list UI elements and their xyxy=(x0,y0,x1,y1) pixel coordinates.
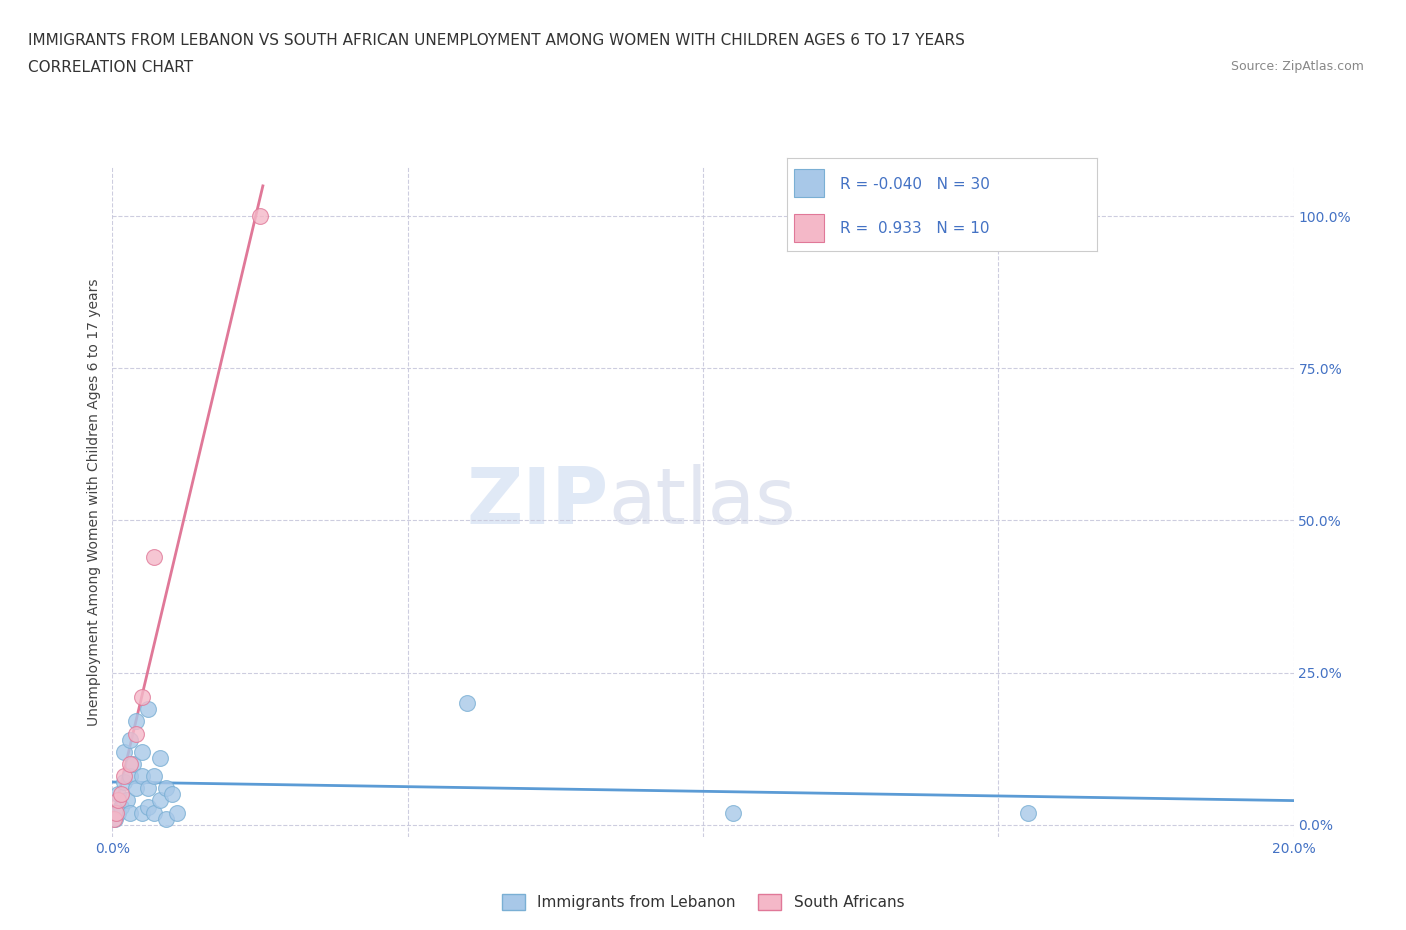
Text: atlas: atlas xyxy=(609,464,796,540)
Point xyxy=(110,799,132,814)
Point xyxy=(131,689,153,704)
Point xyxy=(120,756,142,771)
Point xyxy=(155,811,177,826)
Point xyxy=(104,811,127,826)
Point xyxy=(125,781,148,796)
Point xyxy=(125,726,148,741)
Point xyxy=(107,805,129,820)
Point xyxy=(117,793,138,808)
Point xyxy=(112,744,135,759)
Point xyxy=(142,550,165,565)
Point xyxy=(107,787,129,802)
Point xyxy=(107,793,129,808)
Legend: Immigrants from Lebanon, South Africans: Immigrants from Lebanon, South Africans xyxy=(496,888,910,916)
Point xyxy=(1017,805,1039,820)
Point xyxy=(122,756,145,771)
Text: R =  0.933   N = 10: R = 0.933 N = 10 xyxy=(839,221,990,236)
Point xyxy=(155,781,177,796)
Point xyxy=(721,805,744,820)
Point xyxy=(105,805,128,820)
Point xyxy=(142,769,165,784)
Point xyxy=(131,805,153,820)
Text: Source: ZipAtlas.com: Source: ZipAtlas.com xyxy=(1230,60,1364,73)
Text: R = -0.040   N = 30: R = -0.040 N = 30 xyxy=(839,177,990,192)
Point xyxy=(142,805,165,820)
Point xyxy=(456,696,478,711)
Point xyxy=(136,799,159,814)
Point xyxy=(166,805,188,820)
Point xyxy=(112,775,135,790)
Point xyxy=(112,769,135,784)
Point xyxy=(125,714,148,729)
Text: ZIP: ZIP xyxy=(467,464,609,540)
Point xyxy=(103,811,125,826)
FancyBboxPatch shape xyxy=(793,169,824,197)
Point xyxy=(131,769,153,784)
Text: IMMIGRANTS FROM LEBANON VS SOUTH AFRICAN UNEMPLOYMENT AMONG WOMEN WITH CHILDREN : IMMIGRANTS FROM LEBANON VS SOUTH AFRICAN… xyxy=(28,33,965,47)
Y-axis label: Unemployment Among Women with Children Ages 6 to 17 years: Unemployment Among Women with Children A… xyxy=(87,278,101,726)
Point xyxy=(131,744,153,759)
FancyBboxPatch shape xyxy=(793,214,824,242)
Text: CORRELATION CHART: CORRELATION CHART xyxy=(28,60,193,75)
Point xyxy=(120,732,142,747)
Point xyxy=(136,702,159,717)
Point xyxy=(120,805,142,820)
Point xyxy=(149,751,172,765)
Point xyxy=(110,787,132,802)
Point xyxy=(136,781,159,796)
Point xyxy=(160,787,183,802)
Point xyxy=(120,769,142,784)
Point xyxy=(149,793,172,808)
Point xyxy=(249,208,271,223)
